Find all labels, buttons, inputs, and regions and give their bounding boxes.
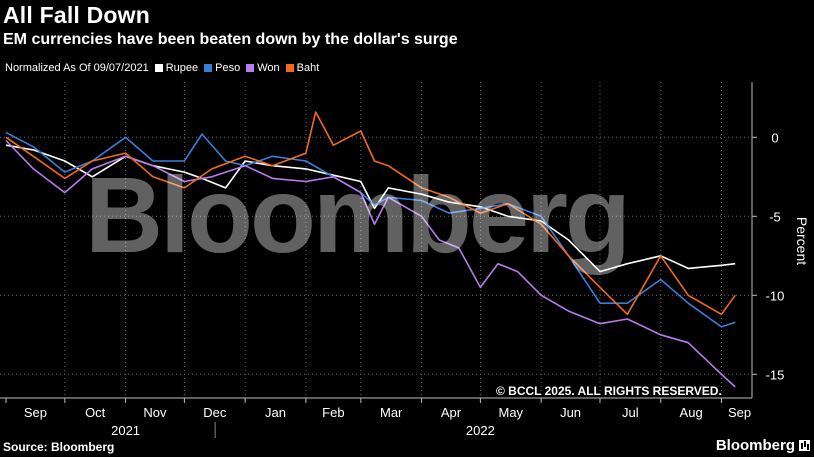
series-line-peso: [5, 131, 736, 328]
legend-item-peso: Peso: [204, 62, 240, 74]
y-tick-label: -5: [769, 209, 781, 224]
legend-item-rupee: Rupee: [154, 62, 199, 74]
legend-swatch-rupee: [154, 64, 163, 72]
y-axis-label: Percent: [794, 217, 810, 265]
chart-title: All Fall Down: [3, 2, 150, 28]
legend-label-peso: Peso: [215, 62, 241, 74]
chart-subtitle: EM currencies have been beaten down by t…: [3, 31, 458, 48]
x-tick-label: May: [499, 405, 524, 420]
x-tick-label: Oct: [85, 405, 106, 420]
brand-name: Bloomberg: [715, 437, 795, 454]
x-tick-label: Sep: [24, 405, 47, 420]
series-line-won: [5, 139, 736, 388]
x-tick-label: Aug: [680, 405, 703, 420]
normalization-note: Normalized As Of 09/07/2021: [5, 62, 149, 74]
series-line-baht: [5, 111, 736, 316]
legend: Normalized As Of 09/07/2021 Rupee Peso W…: [5, 62, 325, 74]
x-tick-label: Mar: [380, 405, 403, 420]
y-tick-label: -15: [766, 367, 785, 382]
legend-label-rupee: Rupee: [165, 62, 199, 74]
y-tick-label: -10: [766, 288, 785, 303]
source-note: Source: Bloomberg: [3, 440, 115, 454]
x-tick-label: Jun: [560, 405, 581, 420]
x-tick-label: Feb: [322, 405, 344, 420]
legend-item-won: Won: [246, 62, 280, 74]
x-tick-label: Apr: [441, 405, 462, 420]
legend-label-baht: Baht: [296, 62, 320, 74]
x-year-label: 2021: [111, 423, 140, 438]
x-year-label: 2022: [466, 423, 495, 438]
legend-swatch-peso: [204, 64, 213, 72]
x-tick-label: Jul: [622, 405, 639, 420]
bloomberg-chart-icon: [799, 440, 810, 451]
copyright-notice: © BCCL 2025. ALL RIGHTS RESERVED.: [496, 384, 722, 398]
bloomberg-watermark: Bloomberg: [85, 154, 631, 275]
legend-label-won: Won: [257, 62, 280, 74]
x-tick-label: Dec: [203, 405, 227, 420]
x-tick-label: Nov: [143, 405, 167, 420]
legend-swatch-baht: [285, 64, 294, 72]
legend-item-baht: Baht: [285, 62, 320, 74]
y-tick-label: 0: [771, 130, 778, 145]
brand-logo: Bloomberg: [716, 437, 810, 454]
legend-swatch-won: [246, 64, 255, 72]
x-tick-label: Sep: [728, 405, 751, 420]
x-tick-label: Jan: [265, 405, 286, 420]
